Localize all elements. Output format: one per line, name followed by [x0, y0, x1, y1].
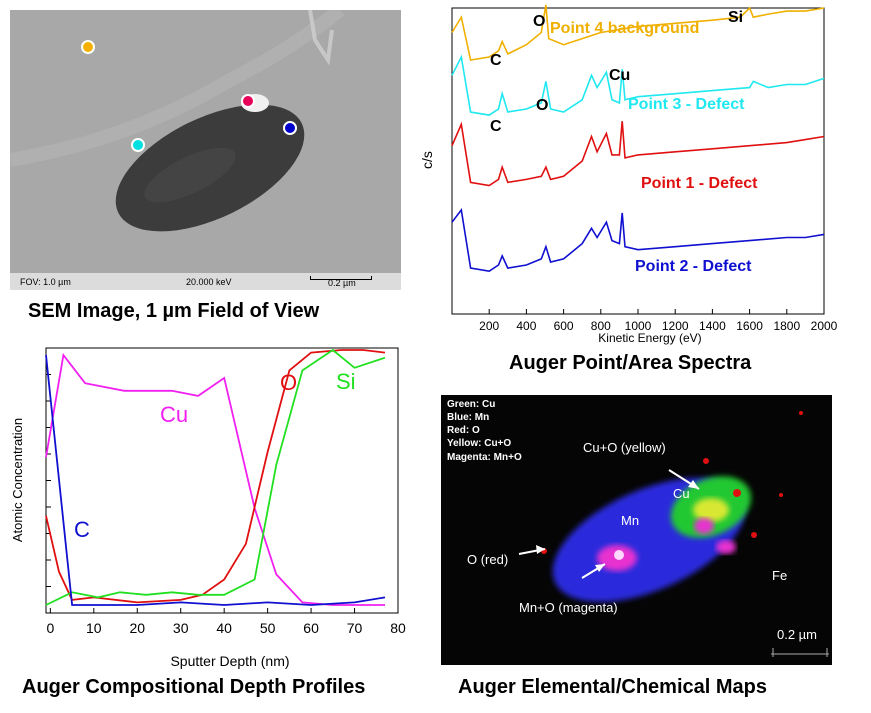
map-label-ored: O (red) — [467, 552, 509, 567]
spectrum-line-3 — [451, 121, 825, 187]
spectra-xtick-label: 600 — [554, 319, 574, 333]
elemental-map-graphic — [518, 411, 829, 657]
peak-label-c-2: C — [490, 118, 502, 135]
depth-line-cu — [45, 352, 385, 606]
depth-xtick-label: 60 — [303, 620, 319, 636]
depth-xtick-label: 40 — [216, 620, 232, 636]
label-point-3: Point 3 - Defect — [628, 96, 745, 113]
spectra-xtick-label: 1000 — [625, 319, 652, 333]
map-label-mno: Mn+O (magenta) — [519, 600, 618, 615]
map-scale-label: 0.2 µm — [777, 627, 818, 642]
sem-image-graphic — [10, 10, 401, 290]
depth-ylabel: Atomic Concentration — [10, 418, 25, 542]
map-label-fe: Fe — [772, 568, 788, 583]
map-label-cuo: Cu+O (yellow) — [583, 440, 666, 455]
map-legend-blue: Blue: Mn — [447, 412, 490, 423]
spectra-xtick-label: 800 — [591, 319, 611, 333]
depth-xtick-label: 30 — [173, 620, 189, 636]
map-legend-red: Red: O — [447, 425, 480, 436]
depth-caption: Auger Compositional Depth Profiles — [22, 676, 366, 698]
point-4-marker — [81, 40, 95, 54]
depth-xtick-label: 80 — [390, 620, 406, 636]
spectra-caption: Auger Point/Area Spectra — [509, 352, 752, 374]
peak-label-cu: Cu — [609, 67, 630, 84]
spectra-xtick-label: 1600 — [736, 319, 763, 333]
sem-scale-label: 0.2 µm — [328, 278, 356, 288]
spectrum-line-4 — [451, 208, 825, 273]
depth-xtick-label: 20 — [129, 620, 145, 636]
spectra-xtick-label: 1200 — [662, 319, 689, 333]
depth-profile-chart: 0 10 20 30 40 50 60 70 80 Atomic Concentration S… — [10, 347, 406, 669]
map-legend-yellow: Yellow: Cu+O — [447, 438, 512, 449]
depth-label-o: O — [280, 370, 297, 395]
map-legend-green: Green: Cu — [447, 399, 496, 410]
spectra-xtick-label: 2000 — [811, 319, 838, 333]
depth-plot-frame — [45, 347, 399, 614]
map-label-mn: Mn — [621, 513, 640, 528]
kev-label: 20.000 keV — [186, 277, 232, 287]
spectra-xtick-label: 1800 — [773, 319, 800, 333]
sem-caption: SEM Image, 1 µm Field of View — [28, 300, 320, 322]
spectra-xtick-label: 200 — [479, 319, 499, 333]
peak-label-o-2: O — [536, 97, 548, 114]
sem-image: FOV: 1.0 µm 20.000 keV 0.2 µm — [10, 10, 401, 290]
elemental-map: Green: Cu Blue: Mn Red: O Yellow: Cu+O M… — [441, 395, 832, 665]
peak-label-si: Si — [728, 9, 743, 26]
depth-label-cu: Cu — [160, 402, 188, 427]
depth-xlabel: Sputter Depth (nm) — [170, 653, 289, 669]
depth-line-c — [45, 355, 386, 606]
spectra-ylabel: c/s — [419, 151, 435, 169]
sem-scale-bar — [310, 276, 372, 280]
depth-xtick-label: 0 — [46, 620, 54, 636]
label-point-2: Point 2 - Defect — [635, 258, 752, 275]
spectra-chart: 200 400 600 800 1000 1200 1400 1600 1800 2000 c/s… — [419, 4, 838, 345]
fov-label: FOV: 1.0 µm — [20, 277, 71, 287]
spectra-xlabel: Kinetic Energy (eV) — [598, 331, 701, 345]
depth-xtick-label: 50 — [260, 620, 276, 636]
peak-label-c-1: C — [490, 52, 502, 69]
depth-xtick-label: 70 — [347, 620, 363, 636]
map-caption: Auger Elemental/Chemical Maps — [458, 676, 767, 698]
peak-label-o-1: O — [533, 13, 545, 30]
label-point-4: Point 4 background — [550, 20, 699, 37]
depth-label-si: Si — [336, 369, 356, 394]
point-1-marker — [241, 94, 255, 108]
depth-line-si — [45, 348, 386, 606]
map-label-cu: Cu — [673, 486, 690, 501]
depth-xtick-label: 10 — [86, 620, 102, 636]
spectra-xtick-label: 1400 — [699, 319, 726, 333]
depth-label-c: C — [74, 517, 90, 542]
spectrum-line-1 — [451, 4, 825, 61]
map-legend-magenta: Magenta: Mn+O — [447, 452, 522, 463]
spectra-xtick-label: 400 — [516, 319, 536, 333]
spectrum-line-2 — [451, 54, 825, 116]
label-point-1: Point 1 - Defect — [641, 175, 758, 192]
point-2-marker — [283, 121, 297, 135]
point-3-marker — [131, 138, 145, 152]
spectra-plot-frame — [451, 7, 825, 315]
sem-info-bar: FOV: 1.0 µm 20.000 keV 0.2 µm — [10, 273, 401, 290]
